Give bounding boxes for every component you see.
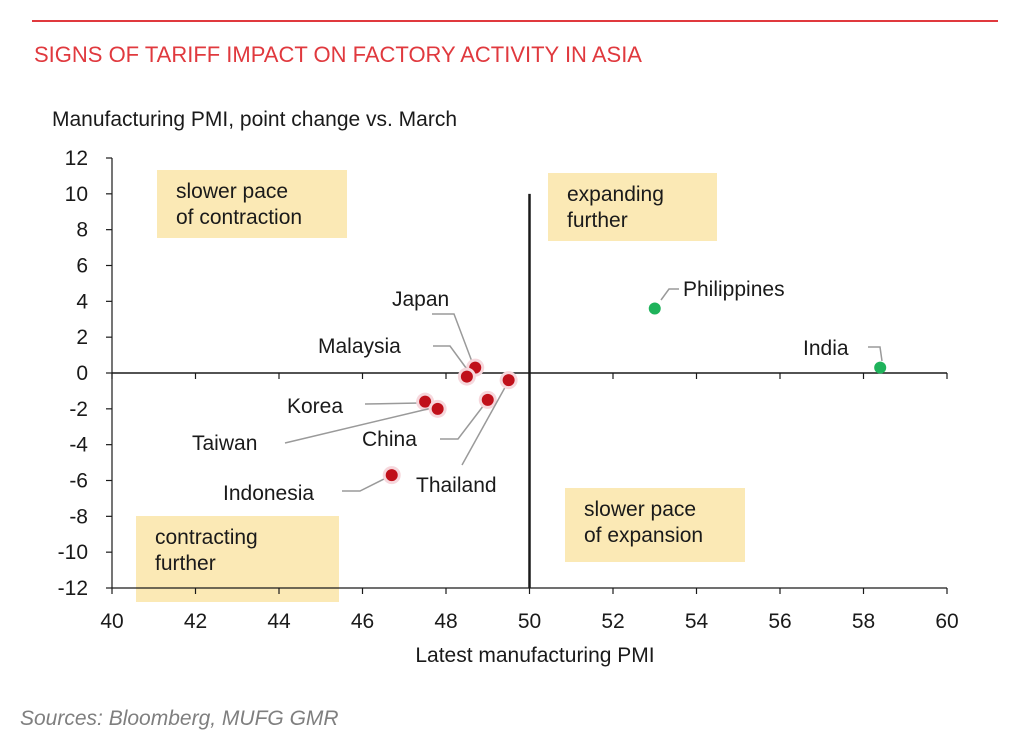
- y-tick-label: -10: [58, 541, 88, 564]
- quadrant-label-bottom-left-line2: further: [155, 552, 216, 575]
- y-tick-label: 2: [76, 326, 88, 349]
- quadrant-label-top-left: slower pace: [176, 180, 288, 203]
- point-label-philippines: Philippines: [683, 278, 785, 301]
- quadrant-box-top-left: [157, 170, 347, 238]
- leader-line-malaysia: [433, 345, 470, 373]
- y-tick-label: 4: [76, 290, 88, 313]
- point-india: [874, 361, 887, 374]
- x-tick-label: 54: [685, 610, 709, 633]
- x-tick-label: 52: [601, 610, 624, 633]
- point-label-malaysia: Malaysia: [318, 335, 401, 358]
- scatter-chart: Manufacturing PMI, point change vs. Marc…: [52, 108, 959, 667]
- chart-title: SIGNS OF TARIFF IMPACT ON FACTORY ACTIVI…: [34, 42, 642, 67]
- x-tick-label: 40: [100, 610, 123, 633]
- point-label-korea: Korea: [287, 395, 343, 418]
- y-tick-label: -2: [69, 398, 88, 421]
- y-tick-label: -12: [58, 577, 88, 600]
- leader-line-taiwan: [284, 407, 433, 444]
- y-tick-label: 0: [76, 362, 88, 385]
- y-tick-label: -6: [69, 470, 88, 493]
- quadrant-box-top-right: [548, 173, 717, 241]
- quadrant-label-top-right: expanding: [567, 183, 664, 206]
- point-korea: [419, 395, 432, 408]
- point-label-taiwan: Taiwan: [192, 432, 257, 455]
- leader-line-thailand: [461, 381, 509, 466]
- point-thailand: [502, 374, 515, 387]
- leader-line-indonesia: [342, 476, 389, 492]
- x-tick-label: 48: [434, 610, 457, 633]
- y-tick-label: 8: [76, 219, 88, 242]
- y-tick-label: -4: [69, 434, 88, 457]
- source-note: Sources: Bloomberg, MUFG GMR: [20, 707, 339, 730]
- x-tick-label: 42: [184, 610, 207, 633]
- leader-line-japan: [432, 313, 475, 368]
- quadrant-label-bottom-left: contracting: [155, 526, 258, 549]
- quadrant-label-bottom-right: slower pace: [584, 498, 696, 521]
- point-label-japan: Japan: [392, 288, 449, 311]
- leader-line-korea: [364, 402, 421, 405]
- leader-line-china: [440, 400, 488, 440]
- y-tick-label: 6: [76, 255, 88, 278]
- leader-line-philippines: [660, 288, 679, 301]
- y-tick-label: 10: [65, 183, 88, 206]
- point-label-india: India: [803, 337, 849, 360]
- x-tick-label: 46: [351, 610, 374, 633]
- quadrant-label-bottom-right-line2: of expansion: [584, 524, 703, 547]
- point-label-china: China: [362, 428, 417, 451]
- point-malaysia: [460, 370, 473, 383]
- point-taiwan: [431, 402, 444, 415]
- x-axis-title: Latest manufacturing PMI: [415, 644, 654, 667]
- x-tick-label: 60: [935, 610, 958, 633]
- x-tick-label: 58: [852, 610, 875, 633]
- title-rule: [32, 20, 998, 22]
- quadrant-box-bottom-right: [565, 488, 745, 562]
- point-label-indonesia: Indonesia: [223, 482, 314, 505]
- leader-line-india: [868, 346, 883, 362]
- x-tick-label: 56: [768, 610, 791, 633]
- point-china: [481, 393, 494, 406]
- point-philippines: [648, 302, 661, 315]
- quadrant-label-top-right-line2: further: [567, 209, 628, 232]
- y-tick-label: 12: [65, 147, 88, 170]
- y-axis-title: Manufacturing PMI, point change vs. Marc…: [52, 108, 457, 131]
- x-tick-label: 44: [267, 610, 291, 633]
- point-indonesia: [385, 469, 398, 482]
- quadrant-label-top-left-line2: of contraction: [176, 206, 302, 229]
- y-tick-label: -8: [69, 505, 88, 528]
- x-tick-label: 50: [518, 610, 541, 633]
- point-label-thailand: Thailand: [416, 474, 497, 497]
